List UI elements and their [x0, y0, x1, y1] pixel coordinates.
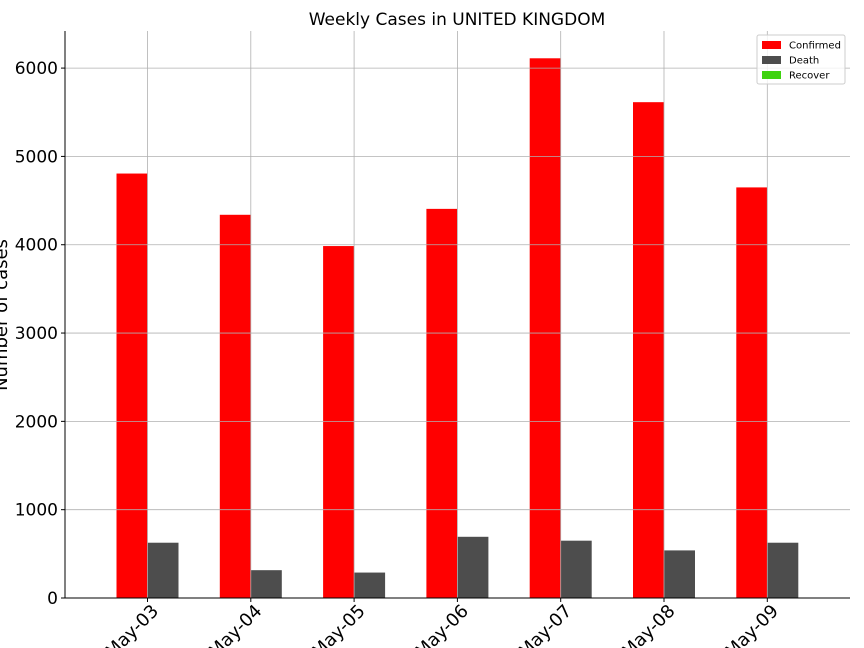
- y-tick-label-4: 4000: [15, 236, 58, 256]
- bar-death-5: [664, 550, 695, 598]
- x-tick-labels: May-03 May-04 May-05 May-06 May-07 May-08 May-…: [101, 601, 783, 648]
- chart-title: Weekly Cases in UNITED KINGDOM: [309, 10, 606, 30]
- bar-confirmed-6: [736, 187, 768, 598]
- legend-label-recover: Recover: [789, 71, 830, 82]
- bar-death-1: [250, 570, 282, 598]
- legend-label-death: Death: [789, 56, 819, 67]
- x-tick-label-6: May-09: [721, 601, 783, 648]
- bars: [116, 58, 799, 599]
- x-tick-label-4: May-07: [515, 601, 577, 648]
- y-tick-label-2: 2000: [15, 412, 58, 432]
- bar-confirmed-5: [633, 102, 664, 598]
- legend-swatch-death: [762, 56, 781, 64]
- legend-label-confirmed: Confirmed: [789, 41, 841, 52]
- bar-confirmed-3: [426, 208, 458, 599]
- y-axis-label: Number of cases: [0, 239, 12, 391]
- y-tick-labels: 0 1000 2000 3000 4000 5000 6000: [15, 59, 58, 609]
- axes: [61, 31, 850, 602]
- legend-swatch-confirmed: [762, 41, 781, 49]
- bar-death-2: [354, 572, 386, 598]
- legend: Confirmed Death Recover: [756, 34, 846, 85]
- bar-death-0: [147, 542, 179, 598]
- x-tick-label-0: May-03: [101, 601, 163, 648]
- x-tick-label-5: May-08: [618, 601, 680, 648]
- legend-swatch-recover: [762, 71, 781, 79]
- bar-confirmed-0: [116, 173, 148, 598]
- bar-death-6: [767, 542, 799, 598]
- x-tick-label-2: May-05: [308, 601, 370, 648]
- bar-confirmed-4: [529, 58, 561, 599]
- y-tick-label-0: 0: [47, 589, 58, 609]
- bar-confirmed-1: [219, 214, 251, 598]
- y-tick-label-3: 3000: [15, 324, 58, 344]
- y-tick-label-5: 5000: [15, 147, 58, 167]
- x-tick-label-1: May-04: [205, 601, 267, 648]
- y-tick-label-1: 1000: [15, 501, 58, 521]
- grid-lines: [65, 31, 850, 599]
- bar-death-3: [457, 536, 489, 598]
- bar-death-4: [560, 540, 592, 598]
- bar-confirmed-2: [323, 246, 355, 598]
- y-tick-label-6: 6000: [15, 59, 58, 79]
- x-tick-label-3: May-06: [411, 601, 473, 648]
